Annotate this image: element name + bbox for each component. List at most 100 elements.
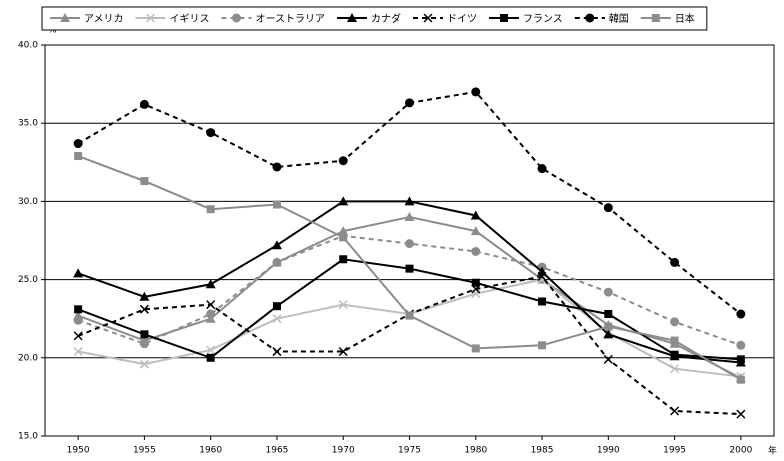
marker — [73, 139, 83, 149]
marker — [405, 311, 414, 320]
marker — [603, 329, 614, 339]
marker — [537, 164, 547, 174]
x-tick-label: 1995 — [663, 446, 686, 456]
marker — [736, 309, 746, 319]
marker — [471, 87, 481, 97]
marker — [73, 331, 83, 341]
marker — [500, 14, 508, 22]
marker — [272, 302, 281, 311]
marker — [603, 354, 613, 364]
marker — [139, 339, 149, 349]
x-tick-label: 1975 — [398, 446, 421, 456]
marker — [604, 310, 613, 319]
marker — [405, 239, 414, 249]
marker — [670, 317, 680, 327]
series-line — [77, 234, 742, 347]
legend-label: カナダ — [371, 12, 401, 25]
marker — [338, 300, 348, 310]
marker — [670, 336, 679, 345]
marker — [60, 13, 70, 22]
marker — [339, 233, 348, 242]
marker — [140, 177, 149, 186]
marker — [736, 355, 745, 364]
marker — [736, 340, 746, 350]
x-tick-label: 1990 — [597, 446, 620, 456]
marker — [272, 200, 281, 209]
x-tick-label: 1955 — [133, 446, 156, 456]
marker — [651, 14, 660, 22]
marker — [271, 240, 282, 250]
marker — [338, 347, 348, 357]
marker — [603, 287, 613, 297]
marker — [347, 13, 357, 22]
marker — [73, 268, 84, 278]
marker — [139, 99, 149, 109]
marker — [272, 162, 282, 172]
legend-box — [41, 6, 708, 31]
marker — [736, 409, 746, 419]
marker — [736, 375, 745, 384]
marker — [405, 264, 414, 273]
y-tick-label: 15.0 — [18, 432, 38, 442]
marker — [232, 13, 241, 23]
y-tick-label: 40.0 — [18, 41, 38, 51]
marker — [404, 196, 415, 206]
marker — [339, 255, 348, 264]
y-tick-label: 25.0 — [18, 275, 38, 285]
legend-label: イギリス — [170, 13, 210, 25]
marker — [73, 347, 83, 357]
legend-label: ドイツ — [447, 14, 477, 25]
x-tick-label: 1980 — [464, 446, 487, 456]
legend-label: 日本 — [675, 12, 695, 25]
legend-label: フランス — [523, 13, 563, 25]
marker — [471, 344, 480, 353]
marker — [206, 300, 216, 310]
marker — [604, 322, 613, 331]
marker — [139, 291, 150, 301]
x-tick-label: 1970 — [332, 446, 355, 456]
marker — [139, 359, 149, 369]
marker — [272, 314, 282, 324]
marker — [538, 341, 547, 350]
marker — [206, 353, 215, 362]
marker — [670, 406, 680, 416]
legend-label: アメリカ — [84, 13, 124, 25]
marker — [272, 347, 282, 357]
y-tick-label: 20.0 — [18, 353, 38, 363]
marker — [206, 345, 216, 355]
y-tick-label: 30.0 — [18, 197, 38, 207]
marker — [603, 203, 613, 213]
marker — [206, 309, 216, 319]
x-tick-label: 1965 — [266, 446, 289, 456]
y-tick-label: 35.0 — [18, 119, 38, 129]
marker — [537, 271, 547, 282]
legend-label: 韓国 — [609, 13, 629, 25]
marker — [670, 350, 679, 359]
x-unit: 年 — [768, 445, 777, 457]
marker — [470, 226, 481, 236]
marker — [470, 210, 481, 220]
marker — [585, 13, 595, 23]
marker — [471, 246, 481, 256]
marker — [338, 156, 348, 166]
marker — [405, 98, 414, 108]
marker — [471, 278, 480, 287]
marker — [74, 305, 83, 314]
marker — [74, 152, 83, 161]
marker — [139, 304, 149, 314]
x-tick-label: 2000 — [729, 446, 752, 456]
marker — [73, 315, 83, 325]
marker — [206, 128, 216, 138]
legend-label: オーストラリア — [256, 13, 326, 25]
marker — [140, 330, 149, 339]
marker — [206, 205, 215, 214]
marker — [538, 297, 547, 306]
x-tick-label: 1950 — [67, 446, 90, 456]
marker — [272, 257, 282, 267]
marker — [145, 13, 156, 23]
marker — [423, 13, 433, 23]
marker — [670, 257, 680, 267]
marker — [404, 212, 415, 222]
